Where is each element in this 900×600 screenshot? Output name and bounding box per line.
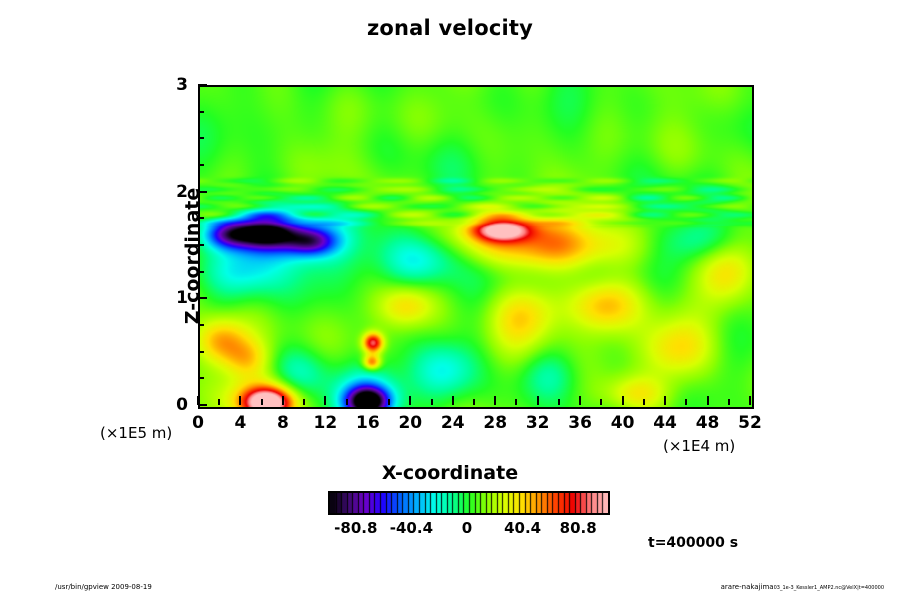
x-tick-major: [239, 396, 242, 405]
y-tick-major: [198, 404, 207, 406]
x-tick-minor: [642, 399, 645, 405]
colorbar-tick-label: -80.8: [334, 519, 378, 537]
x-tick-minor: [473, 399, 475, 405]
y-tick-label: 0: [176, 395, 188, 415]
time-label: t=400000 s: [648, 535, 739, 551]
colorbar-tick-label: 80.8: [559, 519, 597, 537]
y-tick-minor: [198, 137, 204, 140]
x-tick-minor: [303, 399, 306, 405]
x-tick-label: 40: [610, 413, 635, 433]
x-tick-minor: [685, 399, 688, 405]
x-tick-major: [749, 396, 751, 405]
x-tick-major: [706, 396, 709, 405]
x-tick-label: 32: [525, 413, 550, 433]
x-tick-label: 36: [568, 413, 592, 433]
x-tick-minor: [260, 399, 263, 405]
x-tick-major: [197, 396, 199, 405]
y-tick-label: 3: [176, 75, 188, 95]
x-tick-label: 48: [695, 413, 720, 433]
colorbar: [328, 491, 610, 515]
x-tick-minor: [218, 399, 221, 405]
y-axis-title: Z-coordinate: [181, 187, 204, 325]
y-axis-unit: (×1E5 m): [100, 424, 173, 442]
x-tick-label: 0: [192, 413, 204, 433]
footer-left: /usr/bin/gpview 2009-08-19: [55, 583, 152, 591]
y-tick-major: [198, 84, 207, 86]
x-tick-major: [494, 396, 497, 405]
heatmap-field: [200, 87, 752, 407]
x-tick-minor: [600, 399, 603, 405]
x-tick-major: [621, 396, 624, 405]
x-tick-label: 24: [440, 413, 465, 433]
page-title: zonal velocity: [366, 16, 533, 40]
y-tick-minor: [198, 244, 204, 246]
x-tick-minor: [515, 399, 518, 405]
colorbar-tick-label: -40.4: [389, 519, 434, 537]
x-tick-major: [579, 396, 582, 405]
colorbar-gradient: [330, 493, 608, 513]
x-tick-major: [324, 396, 327, 405]
x-tick-label: 44: [653, 413, 677, 433]
x-tick-label: 20: [398, 413, 423, 433]
x-tick-label: 12: [313, 413, 338, 433]
x-tick-major: [451, 396, 454, 405]
x-tick-minor: [430, 399, 433, 405]
x-tick-label: 16: [356, 413, 380, 433]
footer-right: arare-nakajima03_1e-3_Kessler1_AMP2.nc@V…: [721, 583, 884, 591]
footer-right-main: arare-nakajima: [720, 583, 774, 591]
y-tick-major: [198, 297, 207, 300]
colorbar-tick-label: 40.4: [504, 519, 542, 537]
y-tick-minor: [198, 270, 204, 273]
x-tick-major: [409, 396, 412, 405]
plot-area: [198, 85, 754, 409]
x-tick-label: 4: [234, 413, 247, 433]
x-tick-major: [366, 396, 369, 405]
x-tick-major: [536, 396, 539, 405]
x-tick-label: 52: [738, 413, 762, 433]
y-tick-minor: [198, 110, 204, 113]
y-tick-minor: [198, 164, 204, 166]
colorbar-tick-label: 0: [461, 519, 473, 537]
x-tick-major: [281, 396, 284, 405]
x-tick-minor: [388, 399, 391, 405]
x-tick-label: 8: [277, 413, 289, 433]
x-axis-unit: (×1E4 m): [663, 437, 736, 455]
x-axis-title: X-coordinate: [381, 462, 519, 484]
y-tick-minor: [198, 350, 204, 353]
x-tick-minor: [727, 399, 730, 405]
footer-right-meta: 03_1e-3_Kessler1_AMP2.nc@VelX|t=400000: [773, 585, 884, 591]
y-tick-minor: [198, 217, 204, 220]
y-tick-label: 2: [176, 181, 188, 202]
y-tick-label: 1: [176, 288, 188, 309]
y-tick-minor: [198, 324, 204, 326]
x-tick-major: [664, 396, 667, 405]
x-tick-minor: [345, 399, 348, 405]
x-tick-label: 28: [483, 413, 508, 433]
x-tick-minor: [557, 399, 560, 405]
y-tick-minor: [198, 377, 204, 380]
y-tick-major: [198, 190, 207, 193]
